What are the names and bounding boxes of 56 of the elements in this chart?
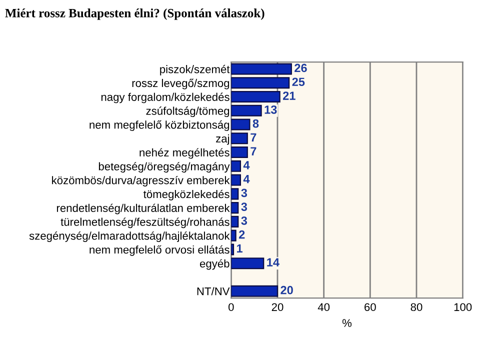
data-label: 14 xyxy=(267,258,280,266)
data-label: 3 xyxy=(241,216,248,225)
data-label: 7 xyxy=(250,147,256,156)
data-label: 4 xyxy=(243,174,250,184)
y-tick-label: egyéb xyxy=(200,259,230,270)
x-axis-title: % xyxy=(342,319,352,327)
data-label: 4 xyxy=(243,161,250,170)
y-tick-label: betegség/öregség/magány xyxy=(98,162,230,173)
bar xyxy=(231,188,239,200)
x-tick-label: 60 xyxy=(364,303,376,312)
y-tick-label: zaj xyxy=(216,134,230,145)
bar xyxy=(231,63,292,75)
x-tick-label: 80 xyxy=(410,303,422,312)
data-label: 21 xyxy=(283,92,296,100)
bar xyxy=(231,160,241,172)
bar xyxy=(231,285,278,297)
x-tick-label: 100 xyxy=(454,303,472,312)
bar xyxy=(231,77,290,89)
bar xyxy=(231,230,236,242)
bar xyxy=(231,104,262,116)
y-tick-label: rossz levegő/szmog xyxy=(132,78,230,90)
data-label: 13 xyxy=(264,105,277,114)
bar xyxy=(231,258,264,270)
data-label: 3 xyxy=(241,202,248,211)
data-label: 25 xyxy=(292,78,305,86)
data-label: 3 xyxy=(241,188,248,198)
bar xyxy=(231,202,239,214)
data-label: 8 xyxy=(252,119,259,128)
data-label: 20 xyxy=(280,286,293,294)
data-label: 26 xyxy=(294,64,307,72)
chart-title: Miért rossz Budapesten élni? (Spontán válaszok) xyxy=(5,8,264,20)
y-tick-label: tömegközlekedés xyxy=(143,190,230,200)
bar xyxy=(231,146,248,158)
y-tick-label: piszok/szemét xyxy=(160,64,230,76)
bar xyxy=(231,216,239,228)
y-tick-label: közömbös/durva/agresszív emberek xyxy=(52,176,230,186)
y-tick-label: nagy forgalom/közlekedés xyxy=(101,92,230,104)
bar xyxy=(231,244,234,256)
y-tick-label: nem megfelelő közbiztonság xyxy=(90,120,230,131)
y-tick-label: nehéz megélhetés xyxy=(140,148,230,159)
y-tick-label: rendetlenség/kulturálatlan emberek xyxy=(56,204,230,214)
x-tick-label: 40 xyxy=(318,303,330,312)
data-label: 1 xyxy=(237,244,242,253)
data-label: 7 xyxy=(250,133,256,142)
y-tick-label: zsúfoltság/tömeg xyxy=(146,106,230,118)
y-tick-label: nem megfelelő orvosi ellátás xyxy=(90,245,230,256)
y-tick-label: szegénység/elmaradottság/hajléktalanok xyxy=(29,231,230,242)
y-tick-label: türelmetlenség/feszültség/rohanás xyxy=(60,218,230,228)
bar xyxy=(231,91,280,103)
x-tick-label: 20 xyxy=(272,303,284,312)
bar xyxy=(231,174,241,186)
bar xyxy=(231,118,250,130)
y-tick-label: NT/NV xyxy=(197,287,230,296)
x-tick-label: 0 xyxy=(228,303,234,312)
bar xyxy=(231,132,248,144)
data-label: 2 xyxy=(238,230,245,239)
